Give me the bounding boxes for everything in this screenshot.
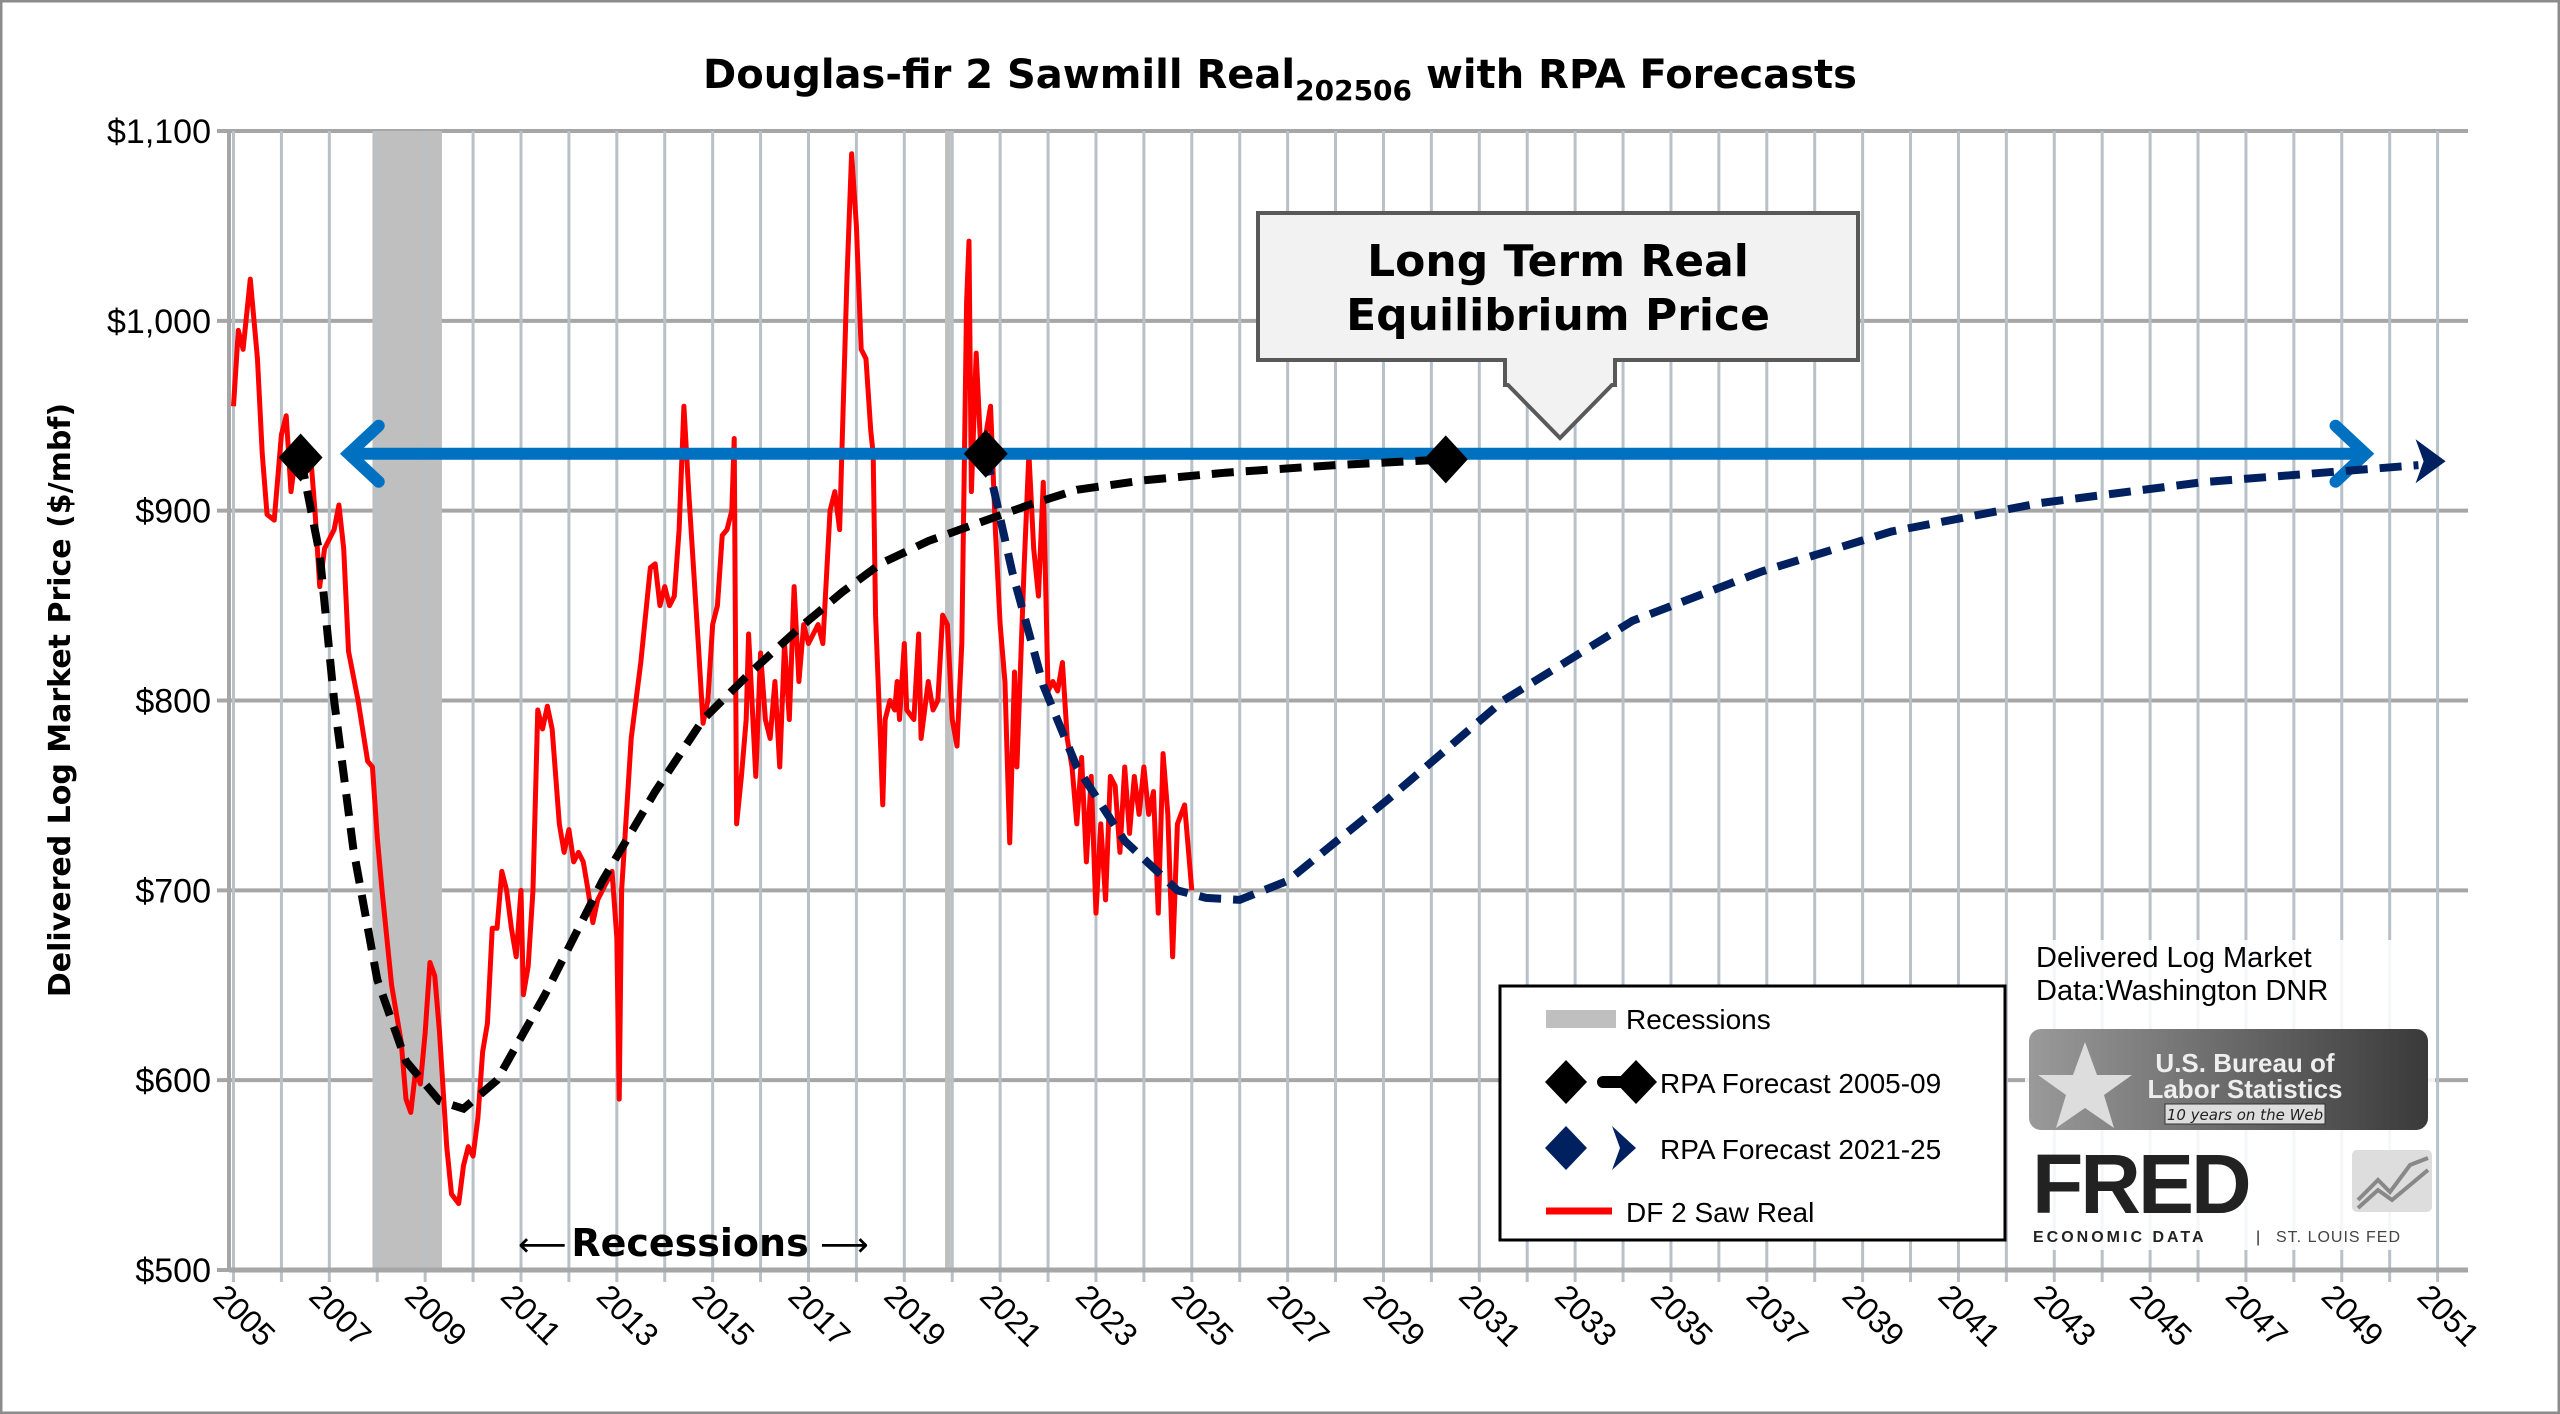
fred-logo: FRED ECONOMIC DATA | ST. LOUIS FED <box>2032 1137 2432 1246</box>
recessions-annotation: ⟵ Recessions ⟶ <box>518 1221 869 1265</box>
legend: Recessions RPA Forecast 2005-09 RPA Fore… <box>1498 984 2007 1242</box>
legend-label-rpa-2005-09: RPA Forecast 2005-09 <box>1660 1068 1941 1099</box>
recession-band <box>372 131 442 1270</box>
bls-line1: U.S. Bureau of <box>2155 1048 2334 1078</box>
equilibrium-arrow-right-icon <box>2329 419 2375 488</box>
fred-tagline-divider: | <box>2256 1229 2260 1246</box>
legend-label-df2: DF 2 Saw Real <box>1626 1197 1814 1228</box>
legend-recession-swatch <box>1546 1010 1616 1028</box>
recession-band <box>945 131 951 1270</box>
chart-line-icon <box>2356 1156 2430 1210</box>
source-line2: Data:Washington DNR <box>2036 975 2328 1007</box>
y-tick-label: $900 <box>135 493 211 531</box>
legend-label-recessions: Recessions <box>1626 1004 1771 1035</box>
fred-word: FRED <box>2032 1137 2249 1231</box>
chart-title: Douglas-fir 2 Sawmill Real202506 with RP… <box>703 52 1857 107</box>
diamond-marker <box>278 433 323 482</box>
left-arrow-icon: ⟵ <box>518 1225 567 1265</box>
fred-tagline-left: ECONOMIC DATA <box>2033 1229 2207 1246</box>
y-tick-label: $1,000 <box>107 303 211 341</box>
recessions-annotation-text: Recessions <box>571 1221 808 1265</box>
y-tick-label: $500 <box>135 1252 211 1290</box>
y-tick-label: $800 <box>135 683 211 721</box>
diamond-marker <box>963 429 1008 478</box>
fred-tagline-right: ST. LOUIS FED <box>2276 1229 2401 1246</box>
bls-line2: Labor Statistics <box>2147 1074 2342 1104</box>
y-tick-label: $700 <box>135 872 211 910</box>
bls-ribbon: 10 years on the Web <box>2167 1106 2323 1124</box>
equilibrium-arrow-left-icon <box>339 419 385 488</box>
star-icon <box>2038 1042 2132 1128</box>
callout-line1: Long Term Real <box>1367 236 1749 287</box>
legend-navy-diamond-arrow-icon <box>1545 1126 1636 1170</box>
y-tick-label: $600 <box>135 1062 211 1100</box>
equilibrium-callout: Long Term Real Equilibrium Price <box>1256 211 1860 441</box>
y-tick-label: $1,100 <box>107 113 211 151</box>
source-line1: Delivered Log Market <box>2036 942 2312 974</box>
series-line-rpa-forecast-2005-09 <box>296 455 1446 1114</box>
callout-line2: Equilibrium Price <box>1346 290 1770 341</box>
legend-label-rpa-2021-25: RPA Forecast 2021-25 <box>1660 1134 1941 1165</box>
y-axis-label: Delivered Log Market Price ($/mbf) <box>43 403 78 997</box>
diamond-marker <box>1423 435 1468 484</box>
bls-logo: U.S. Bureau of Labor Statistics 10 years… <box>2029 1029 2428 1130</box>
right-arrow-icon: ⟶ <box>820 1225 869 1265</box>
series-line-df2-saw-real <box>231 151 1195 1207</box>
arrow-end-marker-icon <box>2415 439 2446 484</box>
legend-black-diamond-icon <box>1545 1060 1657 1104</box>
